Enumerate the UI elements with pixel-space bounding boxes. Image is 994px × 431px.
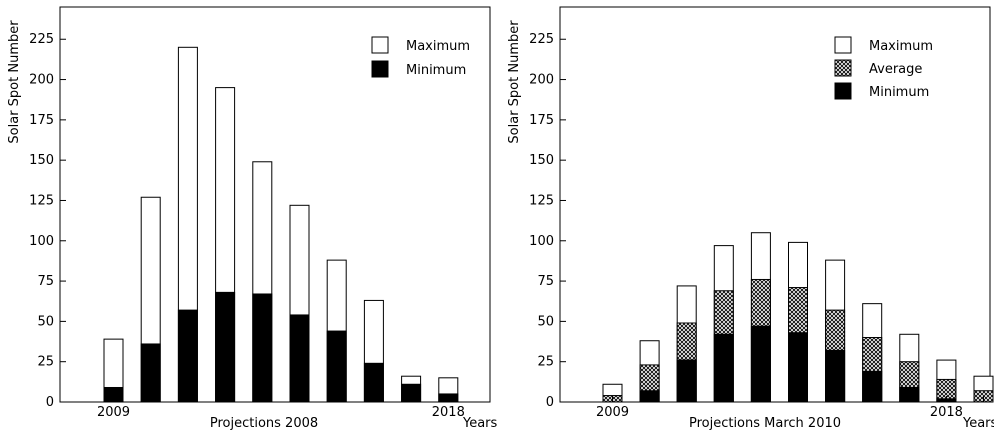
legend-label-maximum: Maximum: [869, 39, 933, 54]
y-tick-label: 125: [529, 193, 554, 208]
y-tick-label: 225: [529, 32, 554, 47]
bar-minimum: [713, 333, 734, 403]
y-tick-label: 50: [37, 314, 54, 329]
legend-label-minimum: Minimum: [869, 85, 929, 100]
x-tick-label: 2018: [432, 405, 465, 420]
chart-panel-2008: 0 25 50 75 100 125 150 175 200 225 2009 2018 Maxim…: [7, 6, 498, 431]
y-tick-label: 100: [29, 234, 54, 249]
y-tick-label: 0: [546, 395, 554, 410]
y-tick-label: 50: [537, 314, 554, 329]
legend-swatch-average: [834, 59, 852, 77]
legend-label-average: Average: [869, 62, 922, 77]
bar-minimum: [788, 332, 808, 403]
legend: Maximum Average Minimum: [834, 36, 933, 100]
y-tick-label: 25: [37, 355, 54, 370]
bar-group: [103, 46, 459, 403]
bar-minimum: [215, 291, 236, 403]
x-axis: 2009 2018: [596, 396, 984, 420]
x-tick-label: 2009: [97, 405, 130, 420]
plot-frame: [59, 6, 491, 403]
y-tick-label: 175: [29, 113, 54, 128]
y-tick-label: 200: [529, 73, 554, 88]
x-axis-title: Projections 2008: [210, 416, 318, 431]
y-tick-label: 25: [537, 355, 554, 370]
bar-minimum: [825, 349, 846, 403]
x-axis-unit: Years: [462, 416, 498, 431]
bar-minimum: [252, 293, 273, 403]
legend-label-minimum: Minimum: [406, 63, 466, 78]
y-tick-label: 125: [29, 193, 54, 208]
bar-minimum: [140, 343, 161, 403]
y-tick-label: 175: [529, 113, 554, 128]
y-axis: 0 25 50 75 100 125 150 175 200 225: [29, 32, 66, 410]
bar-minimum: [289, 314, 310, 403]
x-axis: 2009 2018: [97, 396, 465, 420]
y-tick-label: 150: [29, 153, 54, 168]
y-tick-label: 75: [537, 274, 554, 289]
x-tick-label: 2009: [596, 405, 629, 420]
x-tick-label: 2018: [930, 405, 963, 420]
chart-panel-march-2010: 0 25 50 75 100 125 150 175 200 225 2009 2018 Maxim…: [507, 6, 994, 431]
y-axis-title: Solar Spot Number: [507, 20, 522, 144]
y-tick-label: 200: [29, 73, 54, 88]
bar-group: [602, 232, 994, 403]
bar-minimum: [326, 330, 347, 403]
legend-label-maximum: Maximum: [406, 39, 470, 54]
plot-frame: [559, 6, 991, 403]
y-tick-label: 100: [529, 234, 554, 249]
y-axis: 0 25 50 75 100 125 150 175 200 225: [529, 32, 566, 410]
bar-minimum: [177, 309, 198, 403]
legend-swatch-maximum: [834, 36, 852, 54]
x-axis-unit: Years: [962, 416, 994, 431]
legend-swatch-minimum: [371, 60, 389, 78]
legend-swatch-maximum: [371, 36, 389, 54]
y-axis-title: Solar Spot Number: [7, 20, 22, 144]
y-tick-label: 150: [529, 153, 554, 168]
x-axis-title: Projections March 2010: [689, 416, 841, 431]
y-tick-label: 75: [37, 274, 54, 289]
bar-minimum: [750, 325, 771, 403]
bar-minimum: [676, 359, 697, 403]
legend-swatch-minimum: [834, 82, 852, 100]
legend: Maximum Minimum: [371, 36, 470, 78]
y-tick-label: 0: [46, 395, 54, 410]
y-tick-label: 225: [29, 32, 54, 47]
